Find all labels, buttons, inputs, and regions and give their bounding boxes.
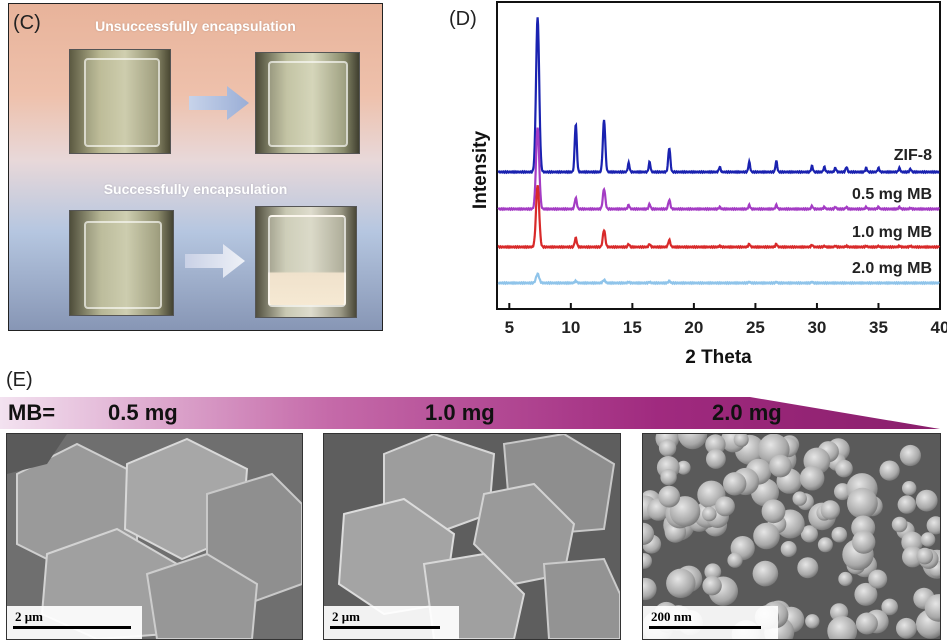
beaker-photo-before-unsuccessful [69,49,171,154]
arrow-right-icon [189,86,249,120]
x-tick-label: 5 [505,318,514,337]
x-axis-title: 2 Theta [685,347,752,368]
scale-label: 2 μm [15,609,43,624]
x-tick-label: 25 [746,318,765,337]
series-line-2 [497,185,941,250]
successful-caption: Successfully encapsulation [103,181,288,197]
beaker-photo-before-successful [69,210,174,316]
unsuccessful-caption: Unsuccessfully encapsulation [95,18,296,34]
scale-label: 2 μm [332,609,360,624]
sem-image-1-0mg: 2 μm [323,433,621,640]
mb-amount-0-5: 0.5 mg [108,400,178,425]
plot-frame [496,1,941,310]
series-line-1 [497,127,941,212]
series-label: 2.0 mg MB [852,260,932,277]
beaker-photo-after-successful [255,206,357,318]
x-tick-label: 15 [623,318,642,337]
mb-gradient-wedge [0,397,940,429]
x-tick-label: 10 [561,318,580,337]
arrow-right-icon [185,244,245,278]
mb-amount-1-0: 1.0 mg [425,400,495,425]
mb-amount-2-0: 2.0 mg [712,400,782,425]
panel-d-label: (D) [449,8,477,30]
sem-image-2-0mg: 200 nm [642,433,941,640]
x-tick-label: 40 [931,318,947,337]
series-line-3 [497,272,940,286]
panel-c-label: (C) [13,12,41,34]
scale-label: 200 nm [651,609,692,624]
panel-e-label: (E) [6,369,33,391]
x-tick-label: 30 [807,318,826,337]
xrd-chart: 5 10 15 20 25 30 35 40 2 Theta Intensity ZIF-8 0.5… [470,1,947,368]
y-axis-title: Intensity [470,131,491,210]
mb-prefix: MB= [8,400,56,425]
x-tick-label: 35 [869,318,888,337]
series-line-0 [497,17,940,175]
x-tick-label: 20 [684,318,703,337]
panel-c-photo-figure: (C) Unsuccessfully encapsulation Success… [8,3,383,331]
beaker-photo-after-unsuccessful [255,52,360,154]
sem-image-0-5mg: 2 μm [6,433,303,640]
series-label: 1.0 mg MB [852,224,932,241]
series-label: 0.5 mg MB [852,186,932,203]
series-label: ZIF-8 [894,147,932,164]
